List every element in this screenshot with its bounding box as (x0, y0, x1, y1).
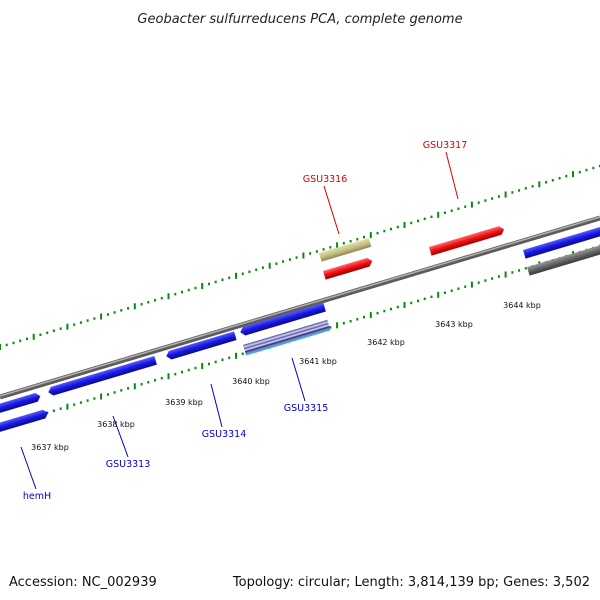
tick-label-3638: 3638 kbp (97, 420, 135, 429)
tick-label-3640: 3640 kbp (232, 377, 270, 386)
gene-hemh (0, 409, 49, 433)
gene-gray-right (527, 241, 600, 276)
tick-label-3641: 3641 kbp (299, 357, 337, 366)
gene-gsu3315-striped (243, 319, 331, 356)
gene-gsu3316-khaki (319, 238, 372, 262)
gene-gsu3313 (48, 356, 157, 396)
gene-label-gsu3316: GSU3316 (303, 174, 348, 185)
gene-forward-right (523, 224, 600, 259)
gene-label-lines (20, 151, 459, 490)
gene-gsu3316-red (323, 257, 373, 280)
tick-label-3642: 3642 kbp (367, 338, 405, 347)
gene-gsu3317 (429, 226, 505, 256)
tick-label-3639: 3639 kbp (165, 398, 203, 407)
tick-label-3644: 3644 kbp (503, 301, 541, 310)
gene-label-hemh: hemH (23, 491, 51, 502)
accession-text: Accession: NC_002939 (9, 575, 157, 590)
genome-backbone (0, 215, 600, 400)
kbp-tick-labels: 3637 kbp 3638 kbp 3639 kbp 3640 kbp 3641… (31, 301, 541, 452)
gene-label-gsu3313: GSU3313 (106, 459, 151, 470)
genome-title: Geobacter sulfurreducens PCA, complete g… (137, 12, 462, 27)
gene-gsu3315-blue (240, 302, 326, 336)
tick-label-3643: 3643 kbp (435, 320, 473, 329)
gene-labels: hemH GSU3313 GSU3314 GSU3315 GSU3316 GSU… (23, 140, 467, 502)
tick-label-3637: 3637 kbp (31, 443, 69, 452)
gene-label-gsu3315: GSU3315 (284, 403, 329, 414)
genome-summary-text: Topology: circular; Length: 3,814,139 bp… (232, 575, 590, 590)
gene-gsu3314 (166, 331, 237, 360)
upper-tick-row (0, 164, 600, 350)
gene-label-gsu3314: GSU3314 (202, 429, 247, 440)
gene-label-gsu3317: GSU3317 (423, 140, 468, 151)
gene-left-a (0, 393, 41, 414)
